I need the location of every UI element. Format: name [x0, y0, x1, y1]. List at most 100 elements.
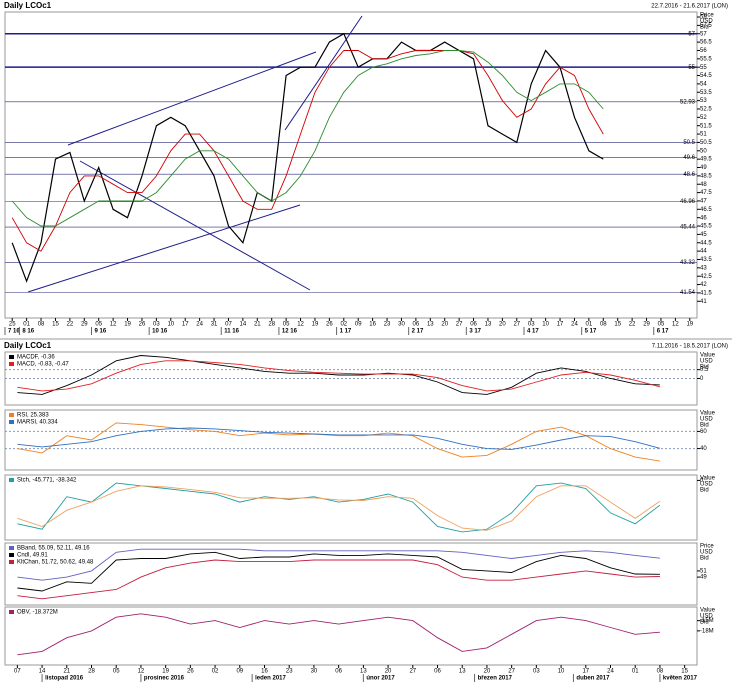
- legend-entry: MACD, -0.83, -0.47: [17, 362, 69, 368]
- month-label: březen 2017: [478, 676, 513, 682]
- x-tick-label: 13: [427, 322, 434, 328]
- x-tick-label: 24: [196, 322, 203, 328]
- series-line: [17, 427, 661, 450]
- x-tick-label: 27: [456, 322, 463, 328]
- x-tick-label: 26: [187, 669, 194, 675]
- panel-frame: [4, 474, 698, 541]
- date-range: 7.11.2016 - 18.5.2017 (LON): [652, 344, 728, 350]
- legend-swatch: [9, 355, 14, 359]
- y-tick-label: -15M: [700, 618, 714, 624]
- x-tick-label: 28: [88, 669, 95, 675]
- x-tick-label: 28: [268, 322, 275, 328]
- legend-entry: RSI, 25.383: [17, 413, 49, 419]
- x-tick-label: 12: [138, 669, 145, 675]
- x-tick-label: 15: [681, 669, 688, 675]
- axis-label: Bid: [700, 488, 709, 494]
- x-tick-label: 03: [528, 322, 535, 328]
- x-tick-label: 02: [340, 322, 347, 328]
- x-tick-label: 23: [286, 669, 293, 675]
- panel-title: Daily LCOc1: [4, 1, 52, 10]
- x-tick-label: 03: [533, 669, 540, 675]
- y-tick-label: 56.5: [700, 40, 712, 46]
- month-label: únor 2017: [366, 676, 395, 682]
- y-tick-label: 49: [700, 575, 707, 581]
- x-tick-label: 01: [586, 322, 593, 328]
- x-tick-label: 17: [182, 322, 189, 328]
- x-tick-label: 10: [558, 669, 565, 675]
- y-tick-label: 54: [700, 81, 707, 87]
- month-label: leden 2017: [255, 676, 286, 682]
- legend-entry: MACDF, -0.36: [17, 355, 55, 361]
- level-label: 41.54: [680, 290, 696, 296]
- axis-label: Price: [700, 13, 714, 19]
- level-label: 45.44: [680, 225, 696, 231]
- x-tick-label: 15: [52, 322, 59, 328]
- axis-label: Value: [700, 608, 716, 614]
- x-tick-label: 06: [335, 669, 342, 675]
- axis-label: Bid: [700, 423, 709, 429]
- panel-frame: [4, 542, 698, 606]
- month-label: 4 17: [527, 329, 539, 335]
- y-tick-label: 43.5: [700, 257, 712, 263]
- x-tick-label: 08: [657, 669, 664, 675]
- x-tick-label: 08: [38, 322, 45, 328]
- axis-label: USD: [700, 614, 713, 620]
- y-tick-label: 44: [700, 249, 707, 255]
- trend-line: [27, 204, 301, 293]
- month-label: 3 17: [469, 329, 481, 335]
- month-label: 12 16: [282, 329, 298, 335]
- y-tick-label: 54.5: [700, 73, 712, 79]
- x-tick-label: 29: [81, 322, 88, 328]
- y-tick-label: 57.5: [700, 23, 712, 29]
- x-tick-label: 07: [14, 669, 21, 675]
- legend-entry: Cndl, 49.91: [17, 553, 48, 559]
- x-tick-label: 17: [582, 669, 589, 675]
- legend-swatch: [9, 610, 14, 614]
- x-tick-label: 07: [225, 322, 232, 328]
- x-tick-label: 12: [297, 322, 304, 328]
- trend-line: [284, 15, 363, 131]
- series-line: [17, 360, 661, 392]
- y-tick-label: 48.5: [700, 173, 712, 179]
- x-tick-label: 10: [542, 322, 549, 328]
- month-label: 2 17: [412, 329, 424, 335]
- y-tick-label: 53.5: [700, 90, 712, 96]
- series-line: [11, 50, 604, 227]
- y-tick-label: 48: [700, 182, 707, 188]
- axis-label: USD: [700, 359, 713, 365]
- level-label: 46.96: [680, 199, 696, 205]
- y-tick-label: 49: [700, 165, 707, 171]
- axis-label: Price: [700, 544, 714, 550]
- y-tick-label: 50.5: [700, 140, 712, 146]
- panel-title: Daily LCOc1: [4, 341, 52, 350]
- x-tick-label: 25: [9, 322, 16, 328]
- series-line: [17, 482, 661, 533]
- axis-label: Value: [700, 476, 716, 482]
- legend-swatch: [9, 362, 14, 366]
- x-tick-label: 31: [211, 322, 218, 328]
- x-tick-label: 17: [557, 322, 564, 328]
- level-label: 49.6: [683, 155, 695, 161]
- legend-entry: OBV, -18.372M: [17, 610, 58, 616]
- x-tick-label: 30: [311, 669, 318, 675]
- month-label: 11 16: [224, 329, 239, 335]
- y-tick-label: 52.5: [700, 107, 712, 113]
- x-tick-label: 13: [485, 322, 492, 328]
- axis-label: Bid: [700, 556, 709, 562]
- x-tick-label: 24: [571, 322, 578, 328]
- x-tick-label: 10: [167, 322, 174, 328]
- x-tick-label: 20: [385, 669, 392, 675]
- series-line: [17, 485, 661, 531]
- panel-frame: [4, 409, 698, 471]
- x-tick-label: 06: [434, 669, 441, 675]
- x-tick-label: 27: [513, 322, 520, 328]
- x-tick-label: 06: [413, 322, 420, 328]
- axis-label: Value: [700, 411, 716, 417]
- level-label: 52.93: [680, 99, 696, 105]
- level-label: 50.5: [683, 140, 695, 146]
- y-tick-label: -18M: [700, 628, 714, 634]
- month-label: 7 16: [8, 329, 20, 335]
- x-tick-label: 13: [360, 669, 367, 675]
- month-label: 5 17: [585, 329, 597, 335]
- axis-label: USD: [700, 19, 713, 25]
